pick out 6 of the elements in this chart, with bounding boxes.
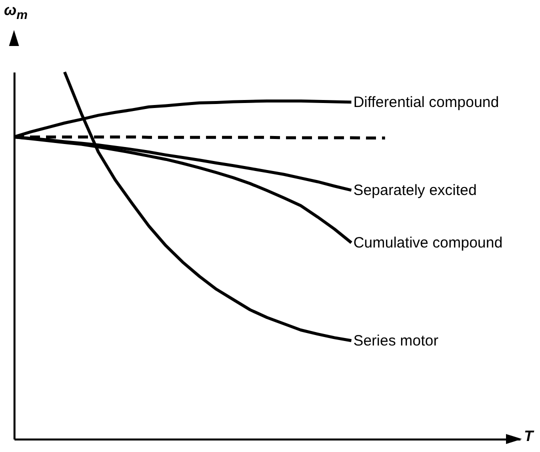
series-label: Differential compound xyxy=(353,94,499,112)
series-label: Cumulative compound xyxy=(353,234,503,252)
series-label: Series motor xyxy=(353,332,438,350)
series-label: Separately excited xyxy=(353,182,477,200)
x-axis-title: T xyxy=(524,428,534,445)
y-axis-title: ω$_{m}$ xyxy=(4,2,28,22)
